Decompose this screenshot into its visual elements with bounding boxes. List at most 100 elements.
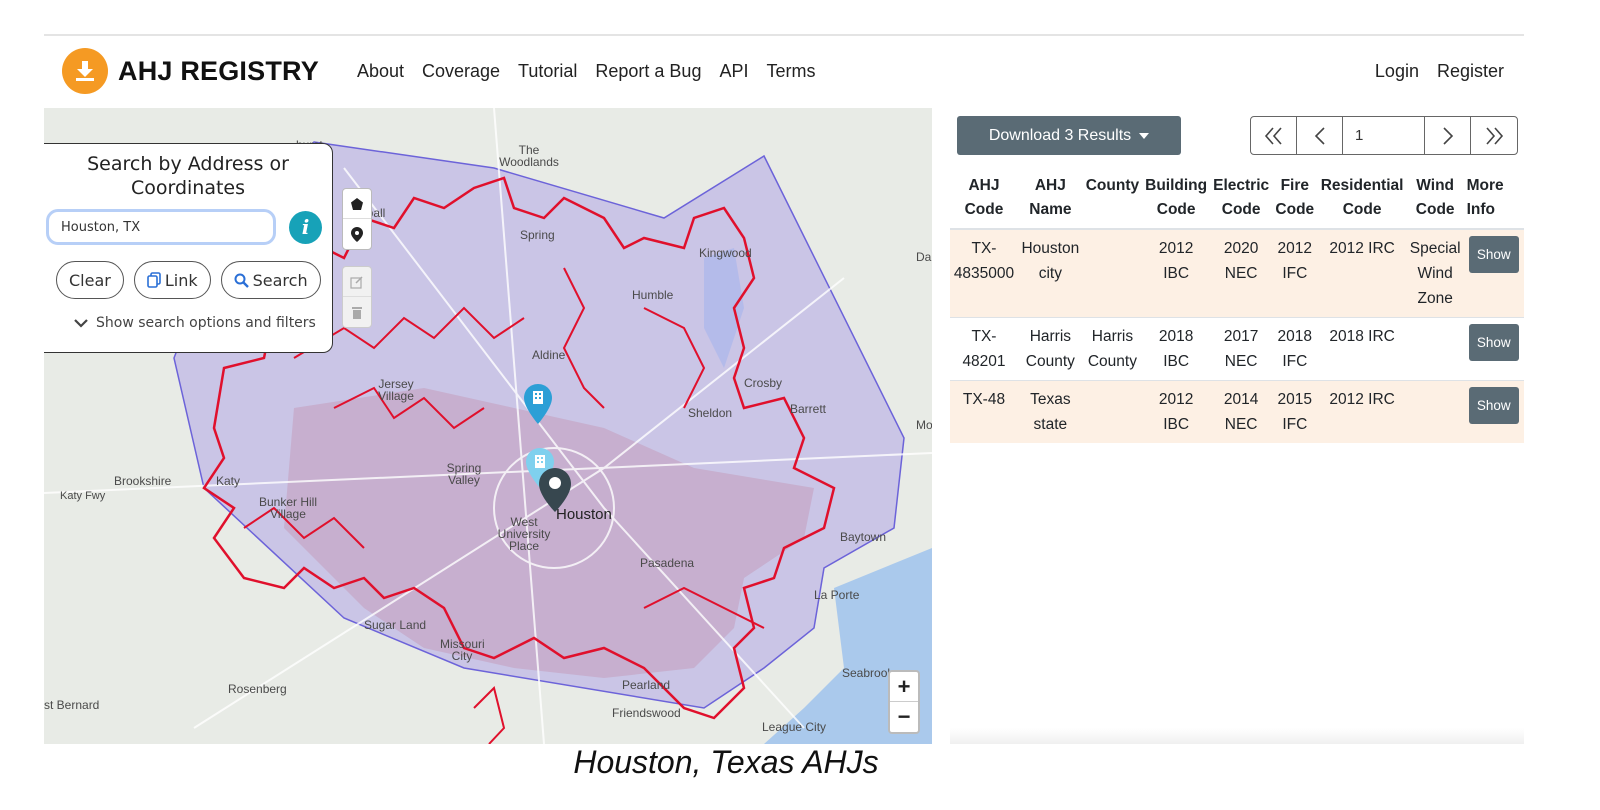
search-panel: Search by Address or Coordinates i Clear…: [44, 143, 333, 353]
col-ahj-code[interactable]: AHJ Code: [950, 168, 1018, 230]
search-options-label: Show search options and filters: [96, 315, 316, 331]
cell-electric-code: 2014 NEC: [1210, 380, 1273, 443]
download-logo-icon: [62, 48, 108, 94]
trash-icon: [352, 307, 362, 319]
map-label-st-bernard: st Bernard: [44, 698, 100, 712]
search-options-toggle[interactable]: Show search options and filters: [74, 315, 322, 331]
houston-city-boundary: [202, 176, 836, 720]
double-chevron-right-icon: [1486, 126, 1504, 145]
cell-ahj-name: Houston city: [1017, 229, 1083, 318]
draw-polygon-button[interactable]: [343, 189, 371, 219]
brand[interactable]: AHJ REGISTRY: [62, 48, 319, 94]
cell-residential-code: 2012 IRC: [1317, 229, 1407, 318]
col-building-code[interactable]: Building Code: [1142, 168, 1211, 230]
cell-ahj-name: Texas state: [1017, 380, 1083, 443]
map-label-humble: Humble: [632, 288, 674, 302]
map-label-rosenberg: Rosenberg: [228, 682, 287, 696]
nav-register[interactable]: Register: [1436, 60, 1504, 81]
map-label-pasadena: Pasadena: [640, 556, 695, 570]
houston-city-area: [284, 388, 814, 678]
cell-electric-code: 2017 NEC: [1210, 317, 1273, 381]
download-results-button[interactable]: Download 3 Results: [957, 116, 1181, 155]
cell-ahj-code: TX-48: [950, 380, 1018, 443]
map-label-west-university: West University Place: [497, 515, 551, 553]
nav-login[interactable]: Login: [1374, 60, 1419, 81]
building-marker-icon[interactable]: [524, 384, 552, 429]
nav-tutorial[interactable]: Tutorial: [518, 60, 578, 81]
map-label-pearland: Pearland: [622, 678, 671, 692]
col-county[interactable]: County: [1082, 168, 1143, 230]
nav-about[interactable]: About: [356, 60, 404, 81]
clear-button[interactable]: Clear: [56, 261, 124, 299]
draw-toolbar: [342, 188, 372, 250]
nav-links: About Coverage Tutorial Report a Bug API…: [357, 61, 816, 82]
prev-page-button[interactable]: [1297, 117, 1343, 154]
caret-down-icon: [1139, 132, 1150, 139]
roads: [44, 108, 932, 744]
map-label-seabrook: Seabrook: [842, 666, 894, 680]
search-icon: [234, 273, 249, 288]
link-label: Link: [164, 270, 198, 290]
next-page-button[interactable]: [1425, 117, 1471, 154]
show-button[interactable]: Show: [1468, 387, 1519, 424]
info-icon[interactable]: i: [289, 210, 322, 244]
table-header-row: AHJ Code AHJ Name County Building Code E…: [950, 168, 1524, 230]
location-pin-icon[interactable]: [538, 468, 572, 517]
search-button[interactable]: Search: [220, 261, 321, 299]
chevron-right-icon: [1442, 126, 1453, 145]
navbar: AHJ REGISTRY About Coverage Tutorial Rep…: [44, 36, 1524, 106]
col-ahj-name[interactable]: AHJ Name: [1017, 168, 1083, 230]
col-electric-code[interactable]: Electric Code: [1210, 168, 1273, 230]
map-label-spring-valley: Spring Valley: [446, 461, 482, 487]
address-search-input[interactable]: [46, 209, 276, 245]
col-residential-code[interactable]: Residential Code: [1317, 168, 1407, 230]
cell-more-info: Show: [1463, 380, 1524, 443]
cell-county: [1082, 229, 1143, 318]
zoom-out-button[interactable]: −: [897, 704, 911, 729]
map-label-league-city: League City: [762, 720, 827, 734]
link-button[interactable]: Link: [133, 261, 211, 299]
map-label-woodlands: The Woodlands: [499, 143, 559, 169]
cell-building-code: 2012 IBC: [1142, 380, 1211, 443]
draw-marker-button[interactable]: [343, 219, 371, 249]
cell-ahj-code: TX-4835000: [950, 229, 1018, 318]
nav-terms[interactable]: Terms: [766, 60, 816, 81]
zoom-control: + −: [888, 670, 920, 734]
map-label-kingwood: Kingwood: [699, 246, 752, 260]
col-more-info: More Info: [1463, 168, 1524, 230]
page-number-input[interactable]: [1343, 117, 1425, 154]
map-label-friendswood: Friendswood: [612, 706, 681, 720]
nav-coverage[interactable]: Coverage: [421, 60, 501, 81]
first-page-button[interactable]: [1251, 117, 1297, 154]
map-view[interactable]: hurst The Woodlands Tomball Spring Kingw…: [44, 108, 932, 744]
brand-name: AHJ REGISTRY: [118, 55, 319, 86]
cell-residential-code: 2018 IRC: [1317, 317, 1407, 381]
map-label-spring: Spring: [520, 228, 555, 242]
cell-building-code: 2012 IBC: [1142, 229, 1211, 318]
col-wind-code[interactable]: Wind Code: [1406, 168, 1464, 230]
nav-api[interactable]: API: [719, 60, 749, 81]
show-button[interactable]: Show: [1468, 236, 1519, 273]
cell-county: Harris County: [1082, 317, 1143, 381]
ahj-results-table: AHJ Code AHJ Name County Building Code E…: [950, 168, 1524, 443]
last-page-button[interactable]: [1471, 117, 1517, 154]
map-label-sheldon: Sheldon: [688, 406, 733, 420]
map-label-baytown: Baytown: [840, 530, 887, 544]
copy-icon: [147, 272, 161, 288]
map-label-missouri-city: Missouri City: [440, 637, 485, 663]
double-chevron-left-icon: [1264, 126, 1282, 145]
cell-fire-code: 2015 IFC: [1272, 380, 1318, 443]
cell-wind-code: Special Wind Zone: [1406, 229, 1464, 318]
delete-layers-button[interactable]: [343, 297, 371, 327]
figure-caption: Houston, Texas AHJs: [573, 744, 879, 780]
zoom-in-button[interactable]: +: [890, 672, 918, 702]
show-button[interactable]: Show: [1468, 324, 1519, 361]
cell-building-code: 2018 IBC: [1142, 317, 1211, 381]
edit-layers-button[interactable]: [343, 267, 371, 297]
pentagon-icon: [351, 197, 363, 210]
col-fire-code[interactable]: Fire Code: [1272, 168, 1318, 230]
map-label-houston: Houston: [556, 506, 612, 523]
cell-electric-code: 2020 NEC: [1210, 229, 1273, 318]
nav-report-bug[interactable]: Report a Bug: [595, 60, 702, 81]
edit-icon: [350, 275, 363, 289]
